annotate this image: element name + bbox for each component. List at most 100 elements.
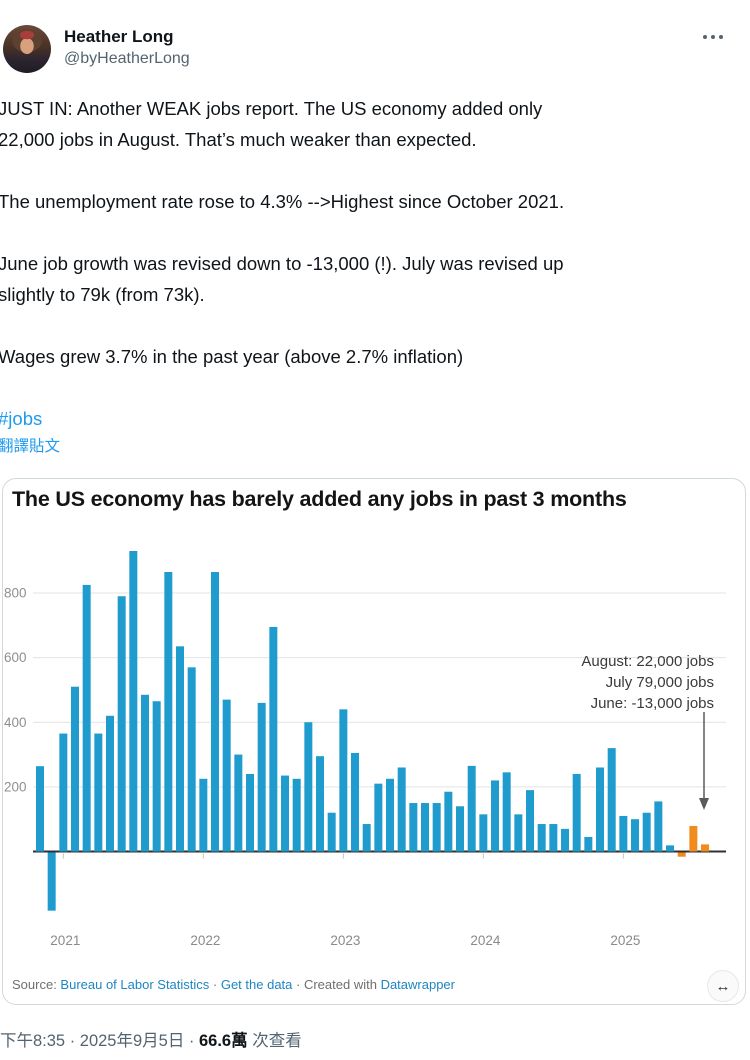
bar[interactable] <box>222 699 231 852</box>
annotation-line: June: -13,000 jobs <box>591 695 714 712</box>
bar[interactable] <box>677 852 686 857</box>
bar[interactable] <box>444 791 453 852</box>
bar[interactable] <box>187 667 196 852</box>
bar[interactable] <box>292 778 301 852</box>
tweet-paragraph: Wages grew 3.7% in the past year (above … <box>0 341 750 372</box>
bar[interactable] <box>537 824 546 852</box>
bar[interactable] <box>456 806 465 852</box>
bar[interactable] <box>689 825 698 852</box>
tweet-paragraph: JUST IN: Another WEAK jobs report. The U… <box>0 93 750 155</box>
tweet-line: Wages grew 3.7% in the past year (above … <box>0 346 464 367</box>
hashtag-link[interactable]: #jobs <box>0 408 43 429</box>
tweet-line: June job growth was revised down to -13,… <box>0 253 564 274</box>
translate-post-link[interactable]: 翻譯貼文 <box>0 438 61 455</box>
bar[interactable] <box>59 733 68 852</box>
bar[interactable] <box>514 814 523 852</box>
avatar[interactable] <box>3 25 51 73</box>
x-axis-year-label: 2022 <box>190 933 220 948</box>
bar[interactable] <box>421 803 430 852</box>
bar[interactable] <box>281 775 290 852</box>
bar[interactable] <box>36 766 44 852</box>
bar[interactable] <box>351 752 360 852</box>
bar[interactable] <box>257 702 266 852</box>
bar[interactable] <box>211 572 220 852</box>
bar[interactable] <box>82 584 91 852</box>
bar[interactable] <box>269 626 278 852</box>
chart-title: The US economy has barely added any jobs… <box>12 487 627 511</box>
tweet-meta: 下午8:35 · 2025年9月5日 · 66.6萬 次查看 <box>0 1027 750 1051</box>
view-count: 66.6萬 <box>199 1032 248 1050</box>
bar[interactable] <box>701 844 710 852</box>
bar[interactable] <box>596 767 605 852</box>
horizontal-arrows-icon: ↔ <box>715 977 731 995</box>
bar[interactable] <box>106 715 115 852</box>
bar[interactable] <box>47 852 56 911</box>
chart-card: The US economy has barely added any jobs… <box>2 478 746 1005</box>
bar[interactable] <box>631 819 640 852</box>
bar[interactable] <box>71 686 80 852</box>
jobs-bar-chart[interactable]: 200 400 600 800 2021 2022 2023 2024 2025 August: … <box>3 479 745 1004</box>
bar[interactable] <box>479 814 488 852</box>
bar[interactable] <box>572 773 581 852</box>
bar[interactable] <box>374 783 383 852</box>
annotation-arrowhead <box>699 798 709 810</box>
source-label: Source: <box>12 977 61 992</box>
bar[interactable] <box>386 778 395 852</box>
bar[interactable] <box>642 812 651 852</box>
bar[interactable] <box>117 596 126 852</box>
get-data-link[interactable]: Get the data <box>220 977 293 992</box>
expand-chart-button[interactable]: ↔ <box>707 970 739 1002</box>
source-link[interactable]: Bureau of Labor Statistics <box>60 977 210 992</box>
tweet-line: slightly to 79k (from 73k). <box>0 284 205 305</box>
bar[interactable] <box>94 733 103 852</box>
bar[interactable] <box>561 828 570 852</box>
bar[interactable] <box>129 550 138 852</box>
bar[interactable] <box>526 790 535 852</box>
bar[interactable] <box>246 773 255 852</box>
tweet-paragraph: The unemployment rate rose to 4.3% -->Hi… <box>0 186 750 217</box>
more-options-icon[interactable] <box>703 35 723 39</box>
bar[interactable] <box>339 709 348 852</box>
bar[interactable] <box>607 748 616 852</box>
display-name[interactable]: Heather Long <box>64 27 174 46</box>
x-axis-year-label: 2021 <box>50 933 80 948</box>
bar[interactable] <box>327 812 336 852</box>
bar[interactable] <box>176 646 185 852</box>
annotation-line: August: 22,000 jobs <box>581 653 714 670</box>
bar[interactable] <box>316 756 325 852</box>
bar[interactable] <box>362 824 371 852</box>
bar[interactable] <box>164 572 173 852</box>
y-axis-tick-label: 600 <box>4 650 27 665</box>
bar[interactable] <box>141 694 150 852</box>
bar[interactable] <box>304 722 313 852</box>
bar[interactable] <box>491 780 500 852</box>
tweet-line: 22,000 jobs in August. That’s much weake… <box>0 129 477 150</box>
bar[interactable] <box>409 803 418 852</box>
bar[interactable] <box>584 836 593 852</box>
y-axis-tick-label: 200 <box>4 779 27 794</box>
datawrapper-link[interactable]: Datawrapper <box>380 977 455 992</box>
user-handle[interactable]: @byHeatherLong <box>64 50 190 67</box>
x-axis-year-label: 2024 <box>470 933 501 948</box>
tweet-line: JUST IN: Another WEAK jobs report. The U… <box>0 98 543 119</box>
tweet-line: The unemployment rate rose to 4.3% -->Hi… <box>0 191 565 212</box>
bar[interactable] <box>619 815 628 852</box>
x-axis-year-label: 2025 <box>610 933 640 948</box>
chart-source-row: Source: Bureau of Labor Statistics · Get… <box>12 977 712 992</box>
tweet-text: JUST IN: Another WEAK jobs report. The U… <box>0 93 750 457</box>
bar[interactable] <box>549 824 558 852</box>
annotation-line: July 79,000 jobs <box>606 674 714 691</box>
bar[interactable] <box>654 801 663 852</box>
bar[interactable] <box>152 701 161 852</box>
created-with-label: · Created with <box>292 977 381 992</box>
y-axis-tick-label: 400 <box>4 715 27 730</box>
bar[interactable] <box>432 803 441 852</box>
bar[interactable] <box>234 754 243 852</box>
bar[interactable] <box>199 778 208 852</box>
x-axis-year-label: 2023 <box>330 933 360 948</box>
bar[interactable] <box>467 765 476 852</box>
bar[interactable] <box>502 772 511 852</box>
views-label: 次查看 <box>247 1032 302 1050</box>
bar[interactable] <box>666 845 675 852</box>
bar[interactable] <box>397 767 406 852</box>
